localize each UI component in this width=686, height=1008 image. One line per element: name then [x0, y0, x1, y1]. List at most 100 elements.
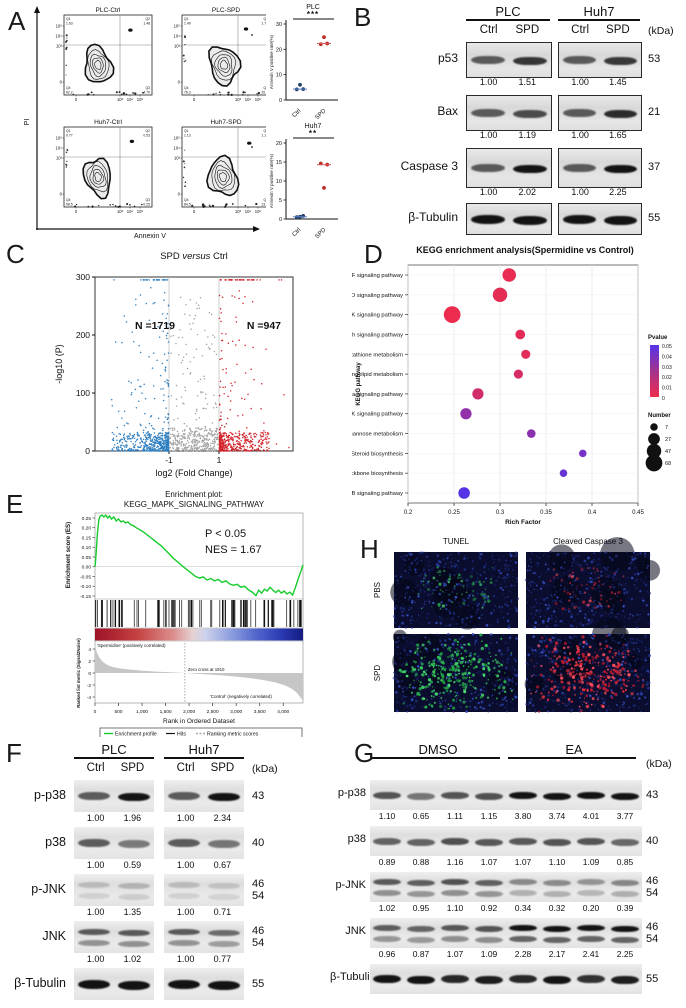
- dark-patch: [403, 555, 424, 576]
- volcano-point: [196, 395, 199, 397]
- speck: [212, 93, 215, 96]
- volcano-point: [243, 398, 246, 400]
- nucleus-dot: [477, 701, 480, 705]
- nucleus-dot: [457, 695, 460, 697]
- nucleus-dot: [453, 563, 457, 566]
- nucleus-dot: [581, 593, 584, 595]
- signal-dot: [497, 669, 501, 673]
- volcano-point: [176, 441, 179, 443]
- nucleus-dot: [647, 613, 650, 616]
- volcano-point: [152, 279, 155, 281]
- quantification-value: 0.96: [378, 949, 396, 959]
- volcano-point: [239, 442, 241, 444]
- q4-label: Q4: [66, 86, 71, 90]
- volcano-point: [184, 313, 186, 315]
- volcano-point: [203, 378, 206, 380]
- signal-dot: [599, 597, 603, 601]
- nucleus-dot: [475, 640, 478, 642]
- ytick-label: 20: [276, 47, 282, 53]
- signal-dot: [417, 680, 420, 682]
- nucleus-dot: [477, 642, 480, 644]
- quantification-value: 0.92: [480, 903, 498, 913]
- volcano-point: [161, 449, 164, 451]
- nucleus-dot: [625, 582, 627, 585]
- signal-dot: [572, 686, 577, 690]
- kda-value: 46 54: [252, 878, 264, 902]
- signal-dot: [613, 652, 615, 654]
- signal-dot: [479, 695, 483, 699]
- volcano-point: [174, 449, 177, 452]
- nucleus-dot: [528, 590, 530, 592]
- nucleus-dot: [552, 700, 554, 702]
- nucleus-dot: [508, 568, 510, 571]
- signal-dot: [612, 663, 616, 668]
- nucleus-dot: [482, 605, 485, 608]
- nucleus-dot: [533, 588, 535, 590]
- nucleus-dot: [473, 642, 477, 646]
- signal-dot: [568, 652, 572, 655]
- nucleus-dot: [604, 703, 607, 705]
- volcano-point: [193, 439, 196, 442]
- blot-image: [164, 827, 244, 859]
- volcano-point: [181, 359, 184, 361]
- pathway-bubble: [526, 429, 536, 438]
- volcano-point: [209, 444, 212, 447]
- signal-dot: [458, 672, 460, 675]
- signal-dot: [431, 691, 434, 693]
- volcano-point: [232, 433, 234, 435]
- speck: [141, 203, 143, 206]
- nucleus-dot: [572, 593, 574, 596]
- nucleus-dot: [507, 647, 509, 649]
- q2-value: 1.48: [143, 22, 150, 26]
- nucleus-dot: [485, 587, 487, 589]
- nucleus-dot: [453, 660, 456, 662]
- signal-dot: [530, 692, 532, 695]
- signal-dot: [622, 682, 625, 685]
- nucleus-dot: [614, 661, 617, 664]
- signal-dot: [482, 580, 486, 583]
- panel-d: D KEGG enrichment analysis(Spermidine vs…: [352, 239, 686, 530]
- signal-dot: [540, 692, 543, 695]
- signal-dot: [461, 676, 466, 680]
- signal-dot: [610, 671, 613, 674]
- nucleus-dot: [403, 663, 404, 665]
- volcano-point: [203, 429, 206, 432]
- signal-dot: [439, 589, 442, 592]
- nucleus-dot: [488, 709, 490, 712]
- volcano-point: [218, 438, 221, 440]
- nucleus-dot: [511, 598, 514, 601]
- nucleus-dot: [551, 569, 555, 573]
- volcano-point: [167, 327, 170, 330]
- nucleus-dot: [446, 557, 449, 560]
- signal-dot: [475, 697, 478, 699]
- signal-dot: [417, 593, 420, 595]
- group-header-DMSO: DMSO: [418, 742, 458, 757]
- blot-image: [74, 968, 154, 1000]
- nucleus-dot: [608, 633, 611, 636]
- nucleus-dot: [404, 559, 407, 562]
- nucleus-dot: [547, 555, 550, 558]
- volcano-point: [146, 448, 148, 450]
- kda-value: 46 54: [252, 925, 264, 949]
- protein-band: [563, 164, 596, 172]
- volcano-point: [176, 448, 179, 450]
- nucleus-dot: [545, 570, 548, 573]
- nucleus-dot: [595, 675, 598, 679]
- speck: [219, 93, 222, 96]
- signal-dot: [492, 660, 494, 662]
- volcano-point: [181, 438, 183, 440]
- nucleus-dot: [582, 623, 585, 627]
- nucleus-dot: [561, 612, 563, 614]
- volcano-point: [161, 362, 164, 365]
- nucleus-dot: [427, 568, 431, 572]
- panel-b: B PLC Huh7 (kDa) Ctrl SPD Ctrl SPD p53 1.00 1.51 1…: [346, 0, 686, 238]
- nucleus-dot: [563, 651, 566, 654]
- nucleus-dot: [631, 637, 634, 641]
- nucleus-dot: [541, 585, 544, 588]
- nucleus-dot: [411, 707, 414, 710]
- nucleus-dot: [567, 575, 570, 578]
- volcano-point: [183, 422, 186, 425]
- nucleus-dot: [401, 614, 403, 617]
